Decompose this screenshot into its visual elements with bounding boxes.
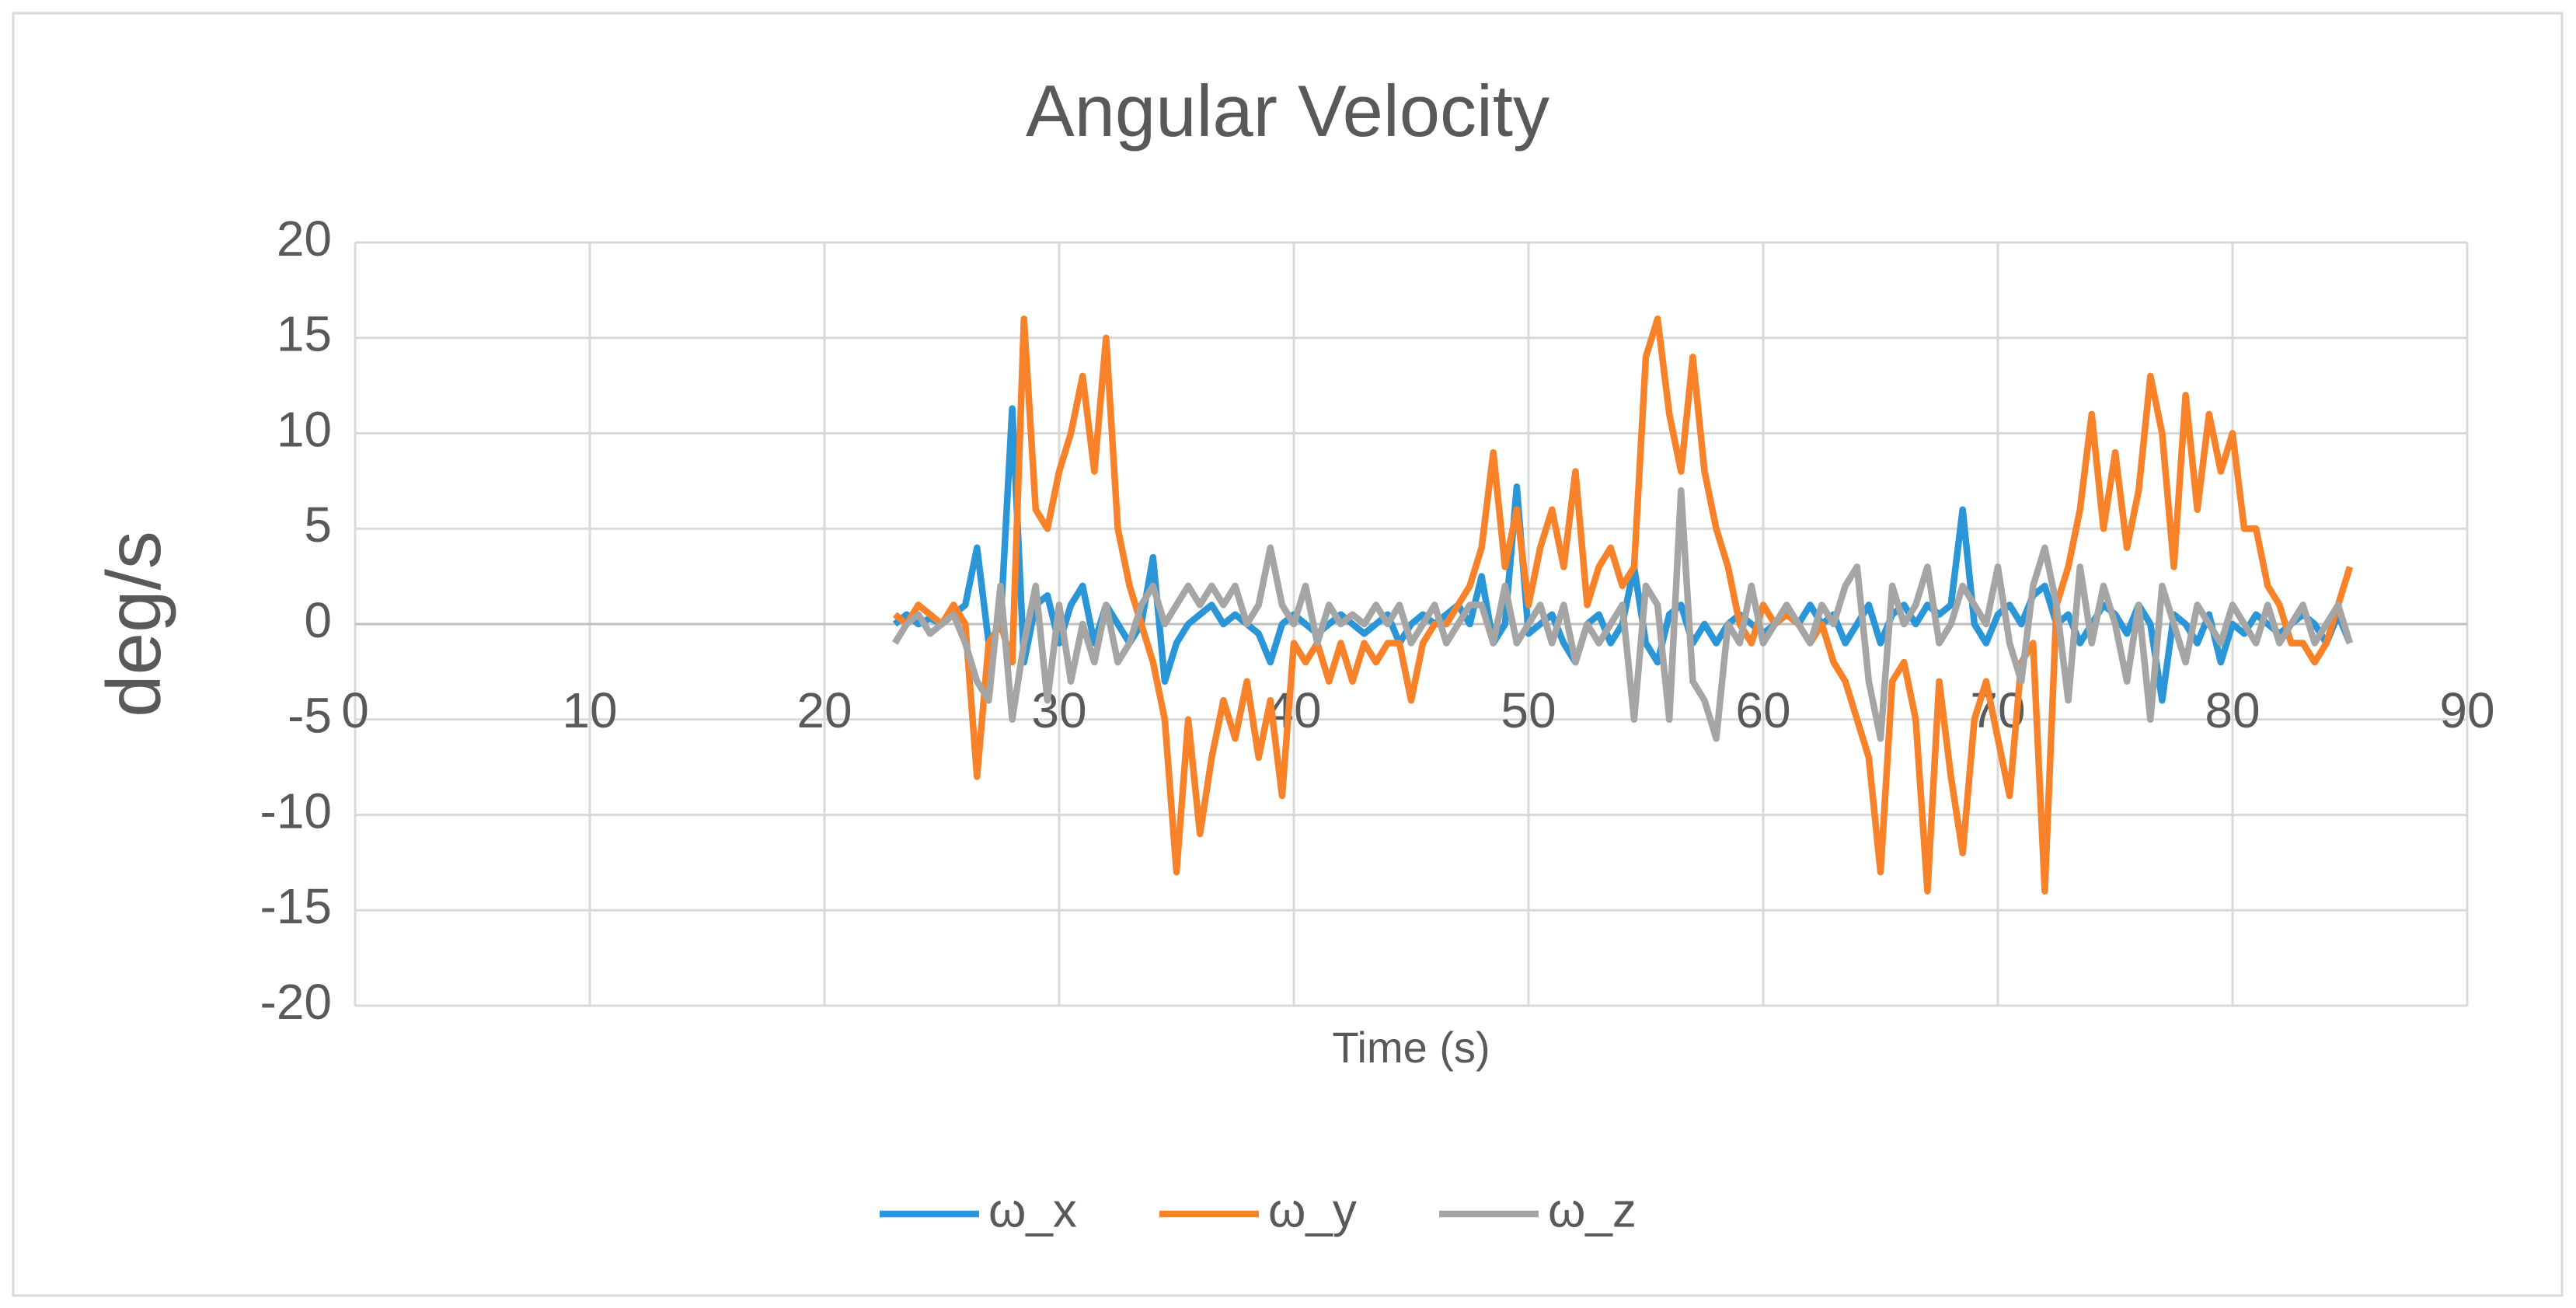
y-tick-label: 10 <box>277 401 332 457</box>
x-tick-label: 10 <box>562 682 617 738</box>
x-tick-label: 20 <box>797 682 852 738</box>
y-tick-label: 20 <box>277 211 332 267</box>
chart-border <box>12 12 2564 1297</box>
y-tick-label: 0 <box>304 592 332 648</box>
x-tick-label: 60 <box>1735 682 1790 738</box>
x-tick-label: 90 <box>2439 682 2494 738</box>
series-line <box>891 487 2354 742</box>
x-axis-title: Time (s) <box>1332 1023 1490 1072</box>
y-tick-label: -15 <box>260 878 333 934</box>
legend-label: ω_x <box>988 1184 1077 1237</box>
y-tick-label: 5 <box>304 497 332 553</box>
x-tick-label: 0 <box>341 682 369 738</box>
x-tick-label: 50 <box>1501 682 1556 738</box>
chart-title: Angular Velocity <box>1026 70 1549 152</box>
y-tick-label: -5 <box>288 688 332 744</box>
legend-label: ω_y <box>1268 1184 1357 1237</box>
x-tick-label: 30 <box>1031 682 1086 738</box>
legend-label: ω_z <box>1548 1184 1637 1237</box>
y-tick-label: -20 <box>260 974 333 1030</box>
y-axis-title: deg/s <box>91 531 176 717</box>
y-tick-label: 15 <box>277 306 332 362</box>
y-tick-label: -10 <box>260 783 333 839</box>
x-tick-label: 80 <box>2205 682 2260 738</box>
